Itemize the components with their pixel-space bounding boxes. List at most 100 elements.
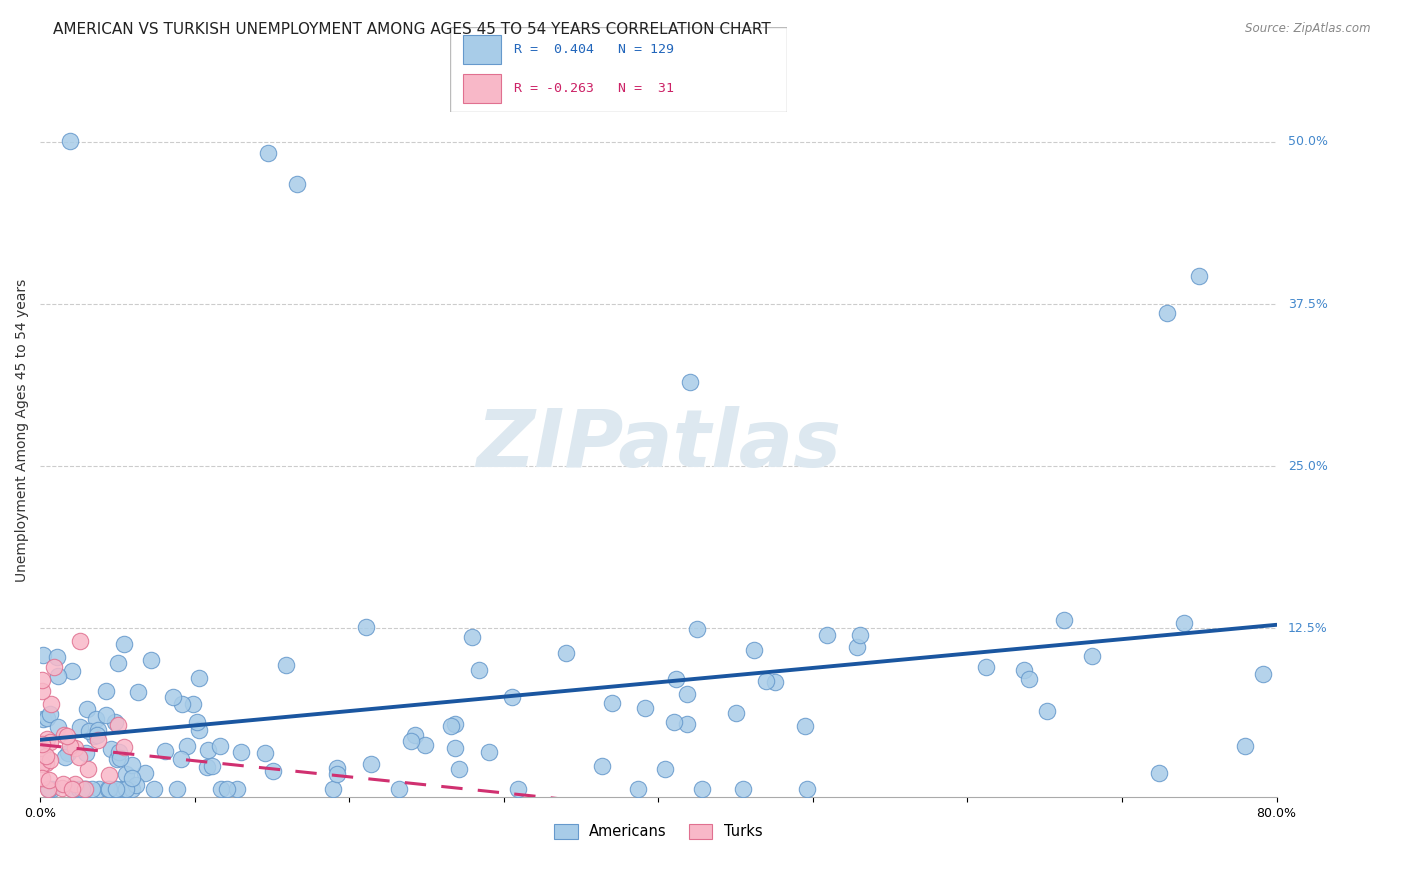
- Point: [188, 672, 211, 686]
- Point: [75, 782, 97, 797]
- Point: [755, 673, 778, 688]
- Point: [35, 731, 58, 746]
- Y-axis label: Unemployment Among Ages 45 to 54 years: Unemployment Among Ages 45 to 54 years: [15, 279, 30, 582]
- Point: [121, 782, 143, 797]
- Point: [849, 628, 872, 642]
- Point: [360, 757, 382, 772]
- Point: [77, 762, 100, 776]
- Point: [354, 620, 377, 634]
- Point: [94, 684, 117, 698]
- Point: [121, 758, 143, 772]
- Point: [1035, 704, 1057, 718]
- Point: [591, 758, 613, 772]
- Point: [686, 622, 709, 636]
- Point: [127, 684, 149, 698]
- Point: [274, 658, 297, 673]
- Point: [134, 765, 156, 780]
- Point: [97, 782, 120, 797]
- Point: [107, 718, 129, 732]
- Point: [86, 712, 108, 726]
- Point: [31, 683, 53, 698]
- Point: [1018, 672, 1040, 686]
- Point: [217, 782, 239, 797]
- Text: AMERICAN VS TURKISH UNEMPLOYMENT AMONG AGES 45 TO 54 YEARS CORRELATION CHART: AMERICAN VS TURKISH UNEMPLOYMENT AMONG A…: [53, 22, 770, 37]
- Point: [257, 145, 280, 160]
- Point: [114, 782, 136, 797]
- Point: [845, 640, 868, 654]
- Point: [70, 782, 93, 797]
- Point: [73, 782, 96, 797]
- Point: [226, 782, 249, 797]
- Point: [815, 628, 838, 642]
- Point: [794, 719, 817, 733]
- Point: [506, 782, 529, 797]
- FancyBboxPatch shape: [450, 27, 787, 112]
- Point: [59, 739, 82, 753]
- Point: [478, 746, 501, 760]
- Point: [31, 771, 53, 785]
- Point: [195, 760, 218, 774]
- Point: [197, 743, 219, 757]
- Point: [75, 746, 97, 760]
- Point: [104, 715, 127, 730]
- Point: [153, 743, 176, 757]
- Point: [181, 697, 204, 711]
- Point: [38, 782, 60, 797]
- Point: [46, 649, 69, 664]
- Point: [443, 716, 465, 731]
- Point: [76, 702, 98, 716]
- Legend: Americans, Turks: Americans, Turks: [548, 818, 768, 845]
- Point: [98, 768, 121, 782]
- Point: [58, 746, 80, 760]
- Point: [86, 723, 108, 738]
- Point: [974, 660, 997, 674]
- Point: [82, 782, 104, 797]
- Point: [665, 672, 688, 686]
- Point: [399, 734, 422, 748]
- Point: [103, 782, 125, 797]
- Point: [41, 782, 63, 797]
- Point: [678, 375, 700, 389]
- Text: 12.5%: 12.5%: [1288, 622, 1327, 635]
- Point: [326, 767, 349, 781]
- Point: [796, 782, 818, 797]
- Point: [662, 714, 685, 729]
- Point: [38, 773, 60, 788]
- Point: [55, 729, 77, 743]
- Point: [105, 782, 128, 797]
- Point: [35, 749, 58, 764]
- Point: [83, 729, 105, 743]
- Point: [172, 697, 194, 711]
- Point: [1012, 663, 1035, 677]
- Point: [67, 782, 90, 797]
- Point: [32, 648, 55, 663]
- Point: [32, 712, 55, 726]
- Text: Source: ZipAtlas.com: Source: ZipAtlas.com: [1246, 22, 1371, 36]
- Point: [254, 746, 277, 760]
- Point: [742, 642, 765, 657]
- Point: [105, 752, 128, 766]
- Point: [62, 782, 84, 797]
- Text: 37.5%: 37.5%: [1288, 298, 1327, 310]
- Point: [733, 782, 755, 797]
- Text: 50.0%: 50.0%: [1288, 136, 1327, 148]
- Point: [176, 739, 198, 753]
- FancyBboxPatch shape: [464, 74, 501, 103]
- Point: [554, 646, 576, 660]
- Point: [413, 738, 436, 752]
- Point: [461, 630, 484, 644]
- Point: [322, 782, 344, 797]
- Point: [388, 782, 411, 797]
- Point: [38, 782, 60, 797]
- Text: ZIPatlas: ZIPatlas: [475, 406, 841, 484]
- Point: [763, 674, 786, 689]
- Point: [166, 782, 188, 797]
- Point: [1081, 648, 1104, 663]
- Point: [51, 780, 73, 795]
- Point: [208, 739, 231, 753]
- Point: [86, 729, 108, 743]
- Text: R =  0.404   N = 129: R = 0.404 N = 129: [515, 43, 673, 56]
- Point: [31, 744, 53, 758]
- Point: [121, 771, 143, 785]
- Point: [725, 706, 748, 720]
